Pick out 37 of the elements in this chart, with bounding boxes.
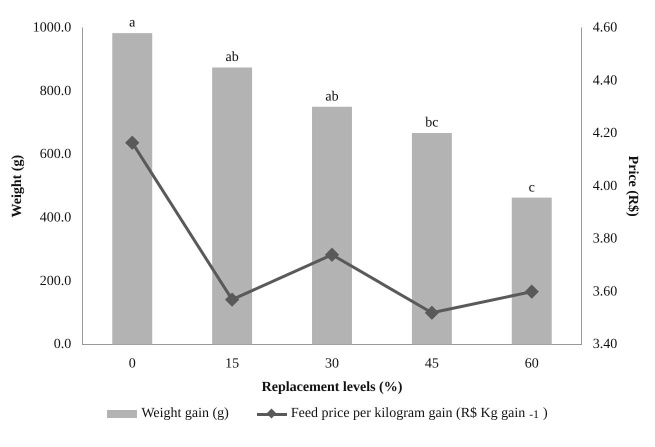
- x-tick-label: 60: [524, 356, 539, 372]
- y2-tick-label: 4.40: [592, 73, 618, 88]
- point: [226, 293, 239, 306]
- legend-label: Weight gain (g): [141, 406, 229, 422]
- y-tick-label: 0.0: [54, 337, 72, 352]
- y2-tick-label: 3.40: [592, 337, 618, 352]
- point: [326, 248, 338, 262]
- bar: [412, 133, 452, 344]
- y2-axis-title: Price (R$): [624, 156, 640, 218]
- x-tick-label: 45: [424, 356, 439, 372]
- y-tick-label: 400.0: [40, 210, 72, 226]
- y-tick-label: 200.0: [40, 274, 72, 289]
- y-tick-label: 800.0: [40, 84, 72, 99]
- y-tick-label: 600.0: [40, 147, 72, 162]
- bar: [212, 68, 252, 344]
- y2-tick-label: 4.00: [592, 178, 618, 194]
- y2-tick-label: 4.20: [592, 126, 618, 142]
- bar: [512, 198, 552, 344]
- data-label: a: [129, 16, 136, 31]
- point: [425, 306, 438, 320]
- y2-tick-label: 4.60: [592, 20, 618, 36]
- x-axis-title: Replacement levels (%): [262, 380, 403, 396]
- data-label: ab: [325, 89, 339, 104]
- x-tick-label: 30: [325, 356, 339, 372]
- x-tick-label: 15: [225, 356, 240, 372]
- data-label: ab: [226, 50, 239, 66]
- y-tick-label: 1000.0: [32, 20, 72, 36]
- y2-tick-label: 3.60: [592, 284, 618, 300]
- x-tick-label: 0: [128, 356, 136, 372]
- data-label: bc: [425, 116, 438, 131]
- y-axis-title: Weight (g): [10, 154, 26, 218]
- y2-tick-label: 3.80: [592, 232, 618, 247]
- bar: [112, 33, 152, 344]
- data-label: c: [528, 180, 535, 196]
- point: [525, 285, 538, 298]
- bar: [312, 106, 352, 344]
- point: [126, 136, 139, 150]
